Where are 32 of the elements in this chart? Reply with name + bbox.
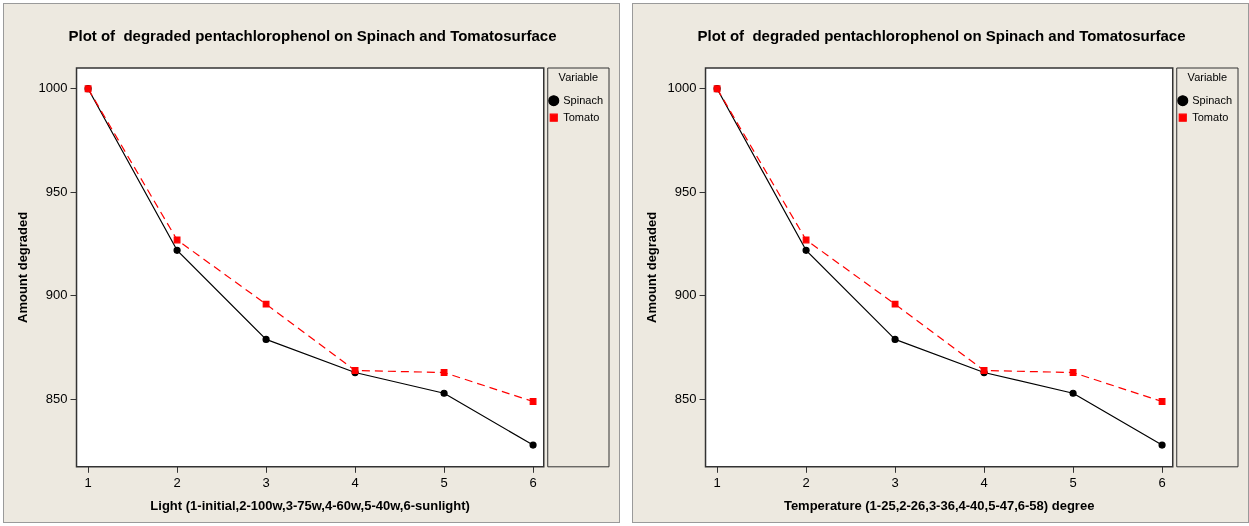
y-tick-label: 1000 [667,80,697,96]
y-axis-title: Amount degraded [15,211,31,324]
x-tick-label: 2 [802,475,810,491]
x-tick-label: 4 [980,475,988,491]
chart-title: Plot of degraded pentachlorophenol on Spinach and Tomatosurface [697,27,1186,45]
legend-label: Tomato [563,110,600,123]
x-tick-label: 3 [891,475,899,491]
legend-label: Tomato [1192,110,1229,123]
y-tick-label: 900 [45,287,68,303]
y-tick-label: 1000 [38,80,68,96]
x-tick-label: 5 [440,475,448,491]
x-tick-label: 2 [173,475,181,491]
legend-title: Variable [558,70,599,83]
legend-title: Variable [1187,70,1228,83]
y-tick-label: 950 [45,183,68,199]
y-tick-label: 850 [45,391,68,407]
x-axis-title: Temperature (1-25,2-26,3-36,4-40,5-47,6-58) degree [783,497,1095,513]
x-tick-label: 6 [529,475,537,491]
x-axis-title: Light (1-initial,2-100w,3-75w,4-60w,5-40w,6-sunlight) [150,497,470,513]
chart-title: Plot of degraded pentachlorophenol on Spinach and Tomatosurface [68,27,557,45]
x-tick-label: 1 [84,475,92,491]
y-axis-title: Amount degraded [644,211,660,324]
x-tick-label: 5 [1069,475,1077,491]
x-tick-label: 3 [262,475,270,491]
legend-label: Spinach [1192,93,1233,106]
x-tick-label: 6 [1158,475,1166,491]
legend-label: Spinach [563,93,604,106]
y-tick-label: 950 [674,183,697,199]
x-tick-label: 4 [351,475,359,491]
y-tick-label: 850 [674,391,697,407]
x-tick-label: 1 [713,475,721,491]
y-tick-label: 900 [674,287,697,303]
